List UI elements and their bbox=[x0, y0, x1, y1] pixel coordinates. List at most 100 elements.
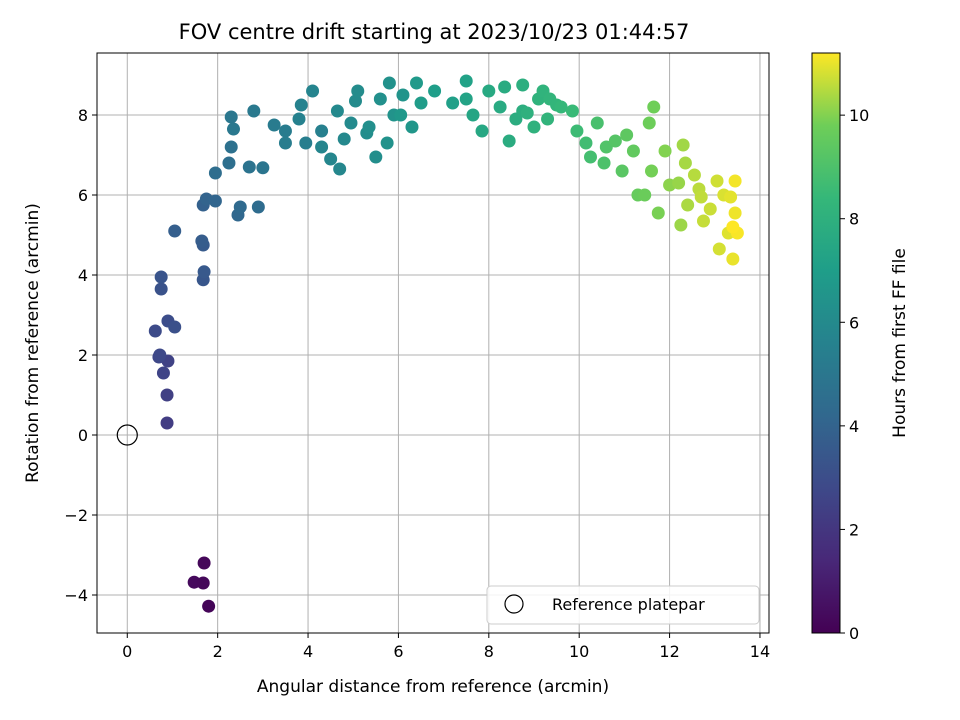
x-tick-label: 6 bbox=[393, 642, 403, 661]
scatter-point bbox=[570, 124, 584, 138]
legend-label: Reference platepar bbox=[552, 595, 705, 614]
scatter-point bbox=[251, 200, 265, 214]
scatter-point bbox=[373, 92, 387, 106]
scatter-point bbox=[330, 104, 344, 118]
legend: Reference platepar bbox=[486, 585, 760, 625]
scatter-point bbox=[590, 116, 604, 130]
scatter-point bbox=[168, 320, 182, 334]
scatter-point bbox=[726, 220, 740, 234]
colorbar-tick-label: 6 bbox=[849, 313, 859, 332]
scatter-point bbox=[247, 104, 261, 118]
scatter-point bbox=[712, 242, 726, 256]
colorbar-tick-label: 0 bbox=[849, 624, 859, 643]
scatter-point bbox=[579, 136, 593, 150]
plot-frame bbox=[96, 52, 770, 634]
scatter-point bbox=[242, 160, 256, 174]
y-tick-label: 8 bbox=[78, 106, 88, 125]
chart-title: FOV centre drift starting at 2023/10/23 … bbox=[179, 20, 690, 44]
scatter-point bbox=[306, 84, 320, 98]
scatter-point bbox=[703, 202, 717, 216]
scatter-point bbox=[608, 134, 622, 148]
scatter-point bbox=[292, 112, 306, 126]
scatter-point bbox=[482, 84, 496, 98]
scatter-point bbox=[647, 100, 661, 114]
scatter-point bbox=[475, 124, 489, 138]
scatter-point bbox=[344, 116, 358, 130]
y-axis-label: Rotation from reference (arcmin) bbox=[23, 203, 43, 483]
grid bbox=[97, 53, 769, 633]
scatter-point bbox=[459, 92, 473, 106]
scatter-point bbox=[224, 140, 238, 154]
scatter-point bbox=[154, 270, 168, 284]
scatter-point bbox=[154, 282, 168, 296]
scatter-point bbox=[333, 162, 347, 176]
scatter-point bbox=[299, 136, 313, 150]
y-tick-label: 2 bbox=[78, 346, 88, 365]
scatter-point bbox=[196, 576, 210, 590]
x-tick-label: 8 bbox=[484, 642, 494, 661]
scatter-point bbox=[687, 168, 701, 182]
x-axis-ticks: 0 2 4 6 8 10 12 14 bbox=[122, 633, 770, 661]
scatter-point bbox=[348, 94, 362, 108]
scatter-point bbox=[678, 156, 692, 170]
scatter-point bbox=[651, 206, 665, 220]
y-tick-label: −4 bbox=[64, 586, 88, 605]
scatter-point bbox=[324, 152, 338, 166]
reference-point bbox=[116, 424, 138, 446]
scatter-point bbox=[197, 556, 211, 570]
scatter-point bbox=[226, 122, 240, 136]
scatter-point bbox=[153, 348, 167, 362]
scatter-point bbox=[337, 132, 351, 146]
scatter-point bbox=[466, 108, 480, 122]
scatter-point bbox=[315, 140, 329, 154]
scatter-point bbox=[222, 156, 236, 170]
scatter-point bbox=[728, 174, 742, 188]
scatter-point bbox=[554, 100, 568, 114]
scatter-point bbox=[681, 198, 695, 212]
colorbar bbox=[811, 52, 841, 634]
scatter-point bbox=[502, 134, 516, 148]
scatter-point bbox=[674, 218, 688, 232]
scatter-point bbox=[642, 116, 656, 130]
colorbar-tick-label: 10 bbox=[849, 106, 869, 125]
scatter-point bbox=[516, 78, 530, 92]
scatter-point bbox=[459, 74, 473, 88]
scatter-point bbox=[362, 120, 376, 134]
scatter-point bbox=[498, 80, 512, 94]
legend-marker bbox=[504, 594, 524, 614]
scatter-point bbox=[527, 120, 541, 134]
x-tick-label: 2 bbox=[213, 642, 223, 661]
scatter-point bbox=[168, 224, 182, 238]
colorbar-tick-label: 4 bbox=[849, 417, 859, 436]
scatter-point bbox=[351, 84, 365, 98]
scatter-point bbox=[520, 106, 534, 120]
scatter-point bbox=[658, 144, 672, 158]
colorbar-tick-label: 2 bbox=[849, 520, 859, 539]
y-tick-label: −2 bbox=[64, 506, 88, 525]
scatter-point bbox=[405, 120, 419, 134]
colorbar-ticks: 0 2 4 6 8 10 bbox=[840, 106, 869, 643]
scatter-point bbox=[565, 104, 579, 118]
scatter-point bbox=[156, 366, 170, 380]
scatter-point bbox=[597, 156, 611, 170]
scatter-point bbox=[382, 76, 396, 90]
scatter-point bbox=[202, 599, 216, 613]
y-tick-label: 6 bbox=[78, 186, 88, 205]
y-axis-ticks: −4 −2 0 2 4 6 8 bbox=[64, 106, 97, 605]
scatter-point bbox=[369, 150, 383, 164]
scatter-point bbox=[696, 214, 710, 228]
scatter-point bbox=[541, 112, 555, 126]
scatter-point bbox=[672, 176, 686, 190]
scatter-point bbox=[676, 138, 690, 152]
scatter-point bbox=[626, 144, 640, 158]
x-axis-label: Angular distance from reference (arcmin) bbox=[257, 677, 609, 697]
scatter-point bbox=[410, 76, 424, 90]
scatter-point bbox=[638, 188, 652, 202]
scatter-point bbox=[396, 88, 410, 102]
scatter-point bbox=[694, 190, 708, 204]
scatter-point bbox=[446, 96, 460, 110]
scatter-point bbox=[414, 96, 428, 110]
y-tick-label: 0 bbox=[78, 426, 88, 445]
scatter-point bbox=[160, 388, 174, 402]
